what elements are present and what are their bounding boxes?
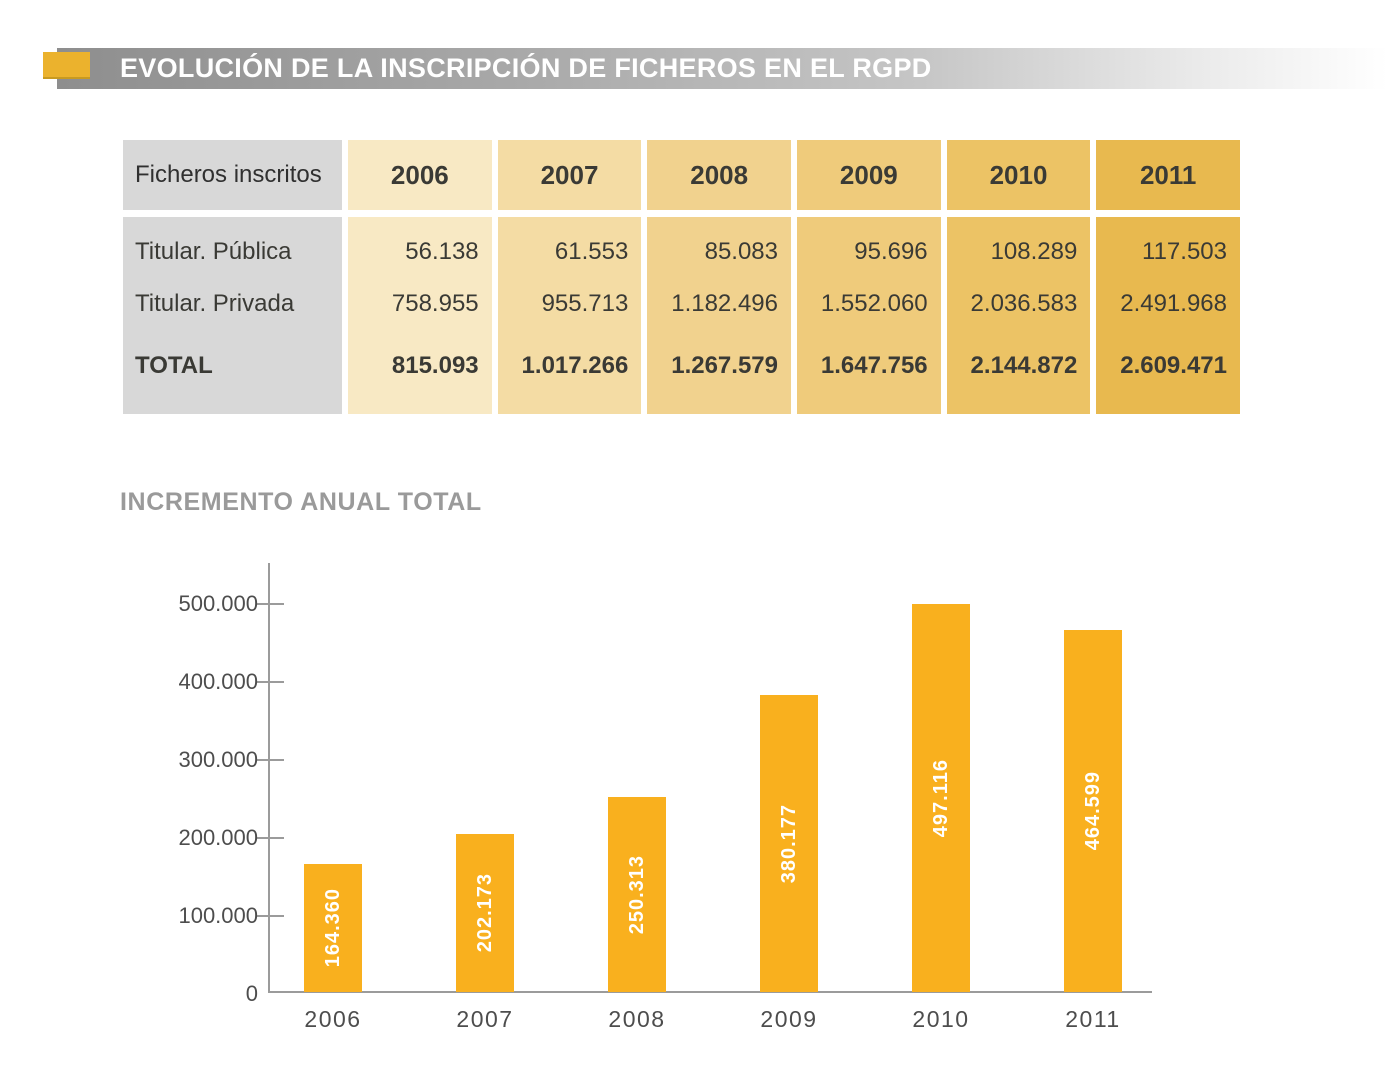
value-total-2008: 1.267.579 xyxy=(671,352,778,379)
bar-value-label: 250.313 xyxy=(625,854,648,935)
files-table: Ficheros inscritos 2006 2007 2008 2009 2… xyxy=(123,140,1240,414)
y-tick-label: 300.000 xyxy=(178,747,258,772)
values-column-2007: 61.553 955.713 1.017.266 xyxy=(497,217,642,414)
y-tick xyxy=(256,915,284,917)
x-axis-label-2011: 2011 xyxy=(1065,1006,1121,1032)
page-title: EVOLUCIÓN DE LA INSCRIPCIÓN DE FICHEROS … xyxy=(120,53,932,83)
values-column-2009: 95.696 1.552.060 1.647.756 xyxy=(797,217,941,414)
y-axis xyxy=(268,563,270,993)
chart-bar-2009: 380.177 xyxy=(760,695,818,992)
value-publica-2008: 85.083 xyxy=(704,238,778,265)
value-publica-2010: 108.289 xyxy=(990,238,1078,265)
y-tick xyxy=(256,759,284,761)
value-total-2010: 2.144.872 xyxy=(970,352,1078,379)
bar-value-label: 164.360 xyxy=(321,888,344,968)
x-axis-label-2006: 2006 xyxy=(304,1006,362,1032)
row-labels-column: Titular. Pública Titular. Privada TOTAL xyxy=(123,217,342,414)
value-privada-2009: 1.552.060 xyxy=(820,290,928,317)
x-axis-label-2010: 2010 xyxy=(912,1006,970,1032)
value-publica-2009: 95.696 xyxy=(854,238,928,265)
chart-title: INCREMENTO ANUAL TOTAL xyxy=(120,488,482,516)
year-header-2007: 2007 xyxy=(497,140,642,210)
year-header-2011: 2011 xyxy=(1096,140,1240,210)
y-tick-label: 200.000 xyxy=(178,825,258,850)
value-total-2007: 1.017.266 xyxy=(521,352,629,379)
chart-bar-2008: 250.313 xyxy=(608,797,666,992)
x-axis-label-2008: 2008 xyxy=(608,1006,666,1032)
value-privada-2007: 955.713 xyxy=(541,290,629,317)
year-header-2006: 2006 xyxy=(348,140,492,210)
chart-bar-2011: 464.599 xyxy=(1064,630,1122,992)
value-privada-2011: 2.491.968 xyxy=(1120,290,1227,317)
values-column-2010: 108.289 2.036.583 2.144.872 xyxy=(946,217,1091,414)
value-privada-2008: 1.182.496 xyxy=(671,290,778,317)
y-tick xyxy=(256,681,284,683)
chart-bar-2006: 164.360 xyxy=(304,864,362,992)
row-label-privada: Titular. Privada xyxy=(135,290,295,317)
y-tick xyxy=(256,603,284,605)
bar-value-label: 380.177 xyxy=(777,803,800,884)
bar-value-label: 497.116 xyxy=(929,758,952,838)
bar-value-label: 202.173 xyxy=(473,873,496,953)
value-publica-2007: 61.553 xyxy=(554,238,629,265)
value-total-2009: 1.647.756 xyxy=(820,352,928,379)
value-total-2011: 2.609.471 xyxy=(1120,352,1227,379)
y-tick-label: 0 xyxy=(245,981,258,1006)
values-column-2008: 85.083 1.182.496 1.267.579 xyxy=(647,217,791,414)
y-tick-label: 100.000 xyxy=(178,903,258,928)
year-header-2009: 2009 xyxy=(797,140,941,210)
x-axis-label-2009: 2009 xyxy=(760,1006,818,1032)
year-header-2008: 2008 xyxy=(647,140,791,210)
table-corner-cell: Ficheros inscritos xyxy=(123,140,342,210)
value-privada-2006: 758.955 xyxy=(391,290,479,317)
row-label-total: TOTAL xyxy=(135,352,213,379)
y-tick-label: 400.000 xyxy=(178,669,258,694)
row-label-publica: Titular. Pública xyxy=(135,238,292,265)
year-header-2010: 2010 xyxy=(946,140,1091,210)
value-total-2006: 815.093 xyxy=(391,352,479,379)
x-axis-label-2007: 2007 xyxy=(456,1006,514,1032)
chart-bar-2010: 497.116 xyxy=(912,604,970,992)
header-bar: EVOLUCIÓN DE LA INSCRIPCIÓN DE FICHEROS … xyxy=(57,48,1388,89)
value-privada-2010: 2.036.583 xyxy=(970,290,1078,317)
value-publica-2006: 56.138 xyxy=(405,238,479,265)
value-publica-2011: 117.503 xyxy=(1142,238,1227,265)
y-tick xyxy=(256,837,284,839)
bar-value-label: 464.599 xyxy=(1081,771,1104,851)
values-column-2011: 117.503 2.491.968 2.609.471 xyxy=(1096,217,1240,414)
x-axis xyxy=(268,991,1152,993)
values-column-2006: 56.138 758.955 815.093 xyxy=(348,217,492,414)
chart-bar-2007: 202.173 xyxy=(456,834,514,992)
y-tick-label: 500.000 xyxy=(178,591,258,616)
accent-rect xyxy=(43,52,90,79)
